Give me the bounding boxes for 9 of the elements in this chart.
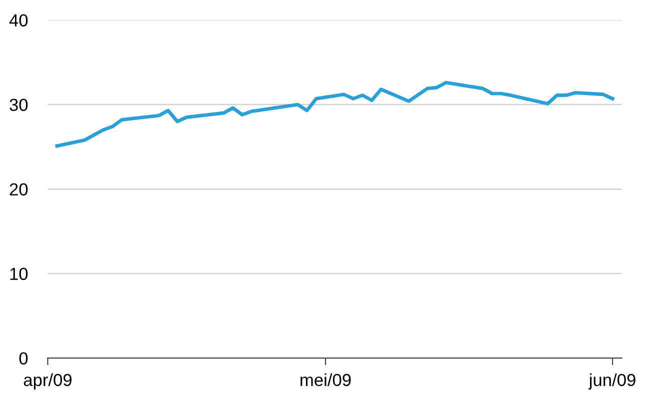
y-tick-label: 0	[19, 352, 28, 365]
y-tick-label: 10	[10, 268, 28, 280]
y-tick-label: 40	[9, 14, 28, 27]
y-tick-label: 20	[10, 183, 28, 196]
x-tick-label: jun/09	[588, 373, 636, 390]
y-tick-label: 30	[10, 98, 28, 112]
x-tick-label: mei/09	[300, 373, 351, 386]
x-tick-label: apr/09	[24, 373, 72, 390]
line-series	[55, 80, 614, 148]
